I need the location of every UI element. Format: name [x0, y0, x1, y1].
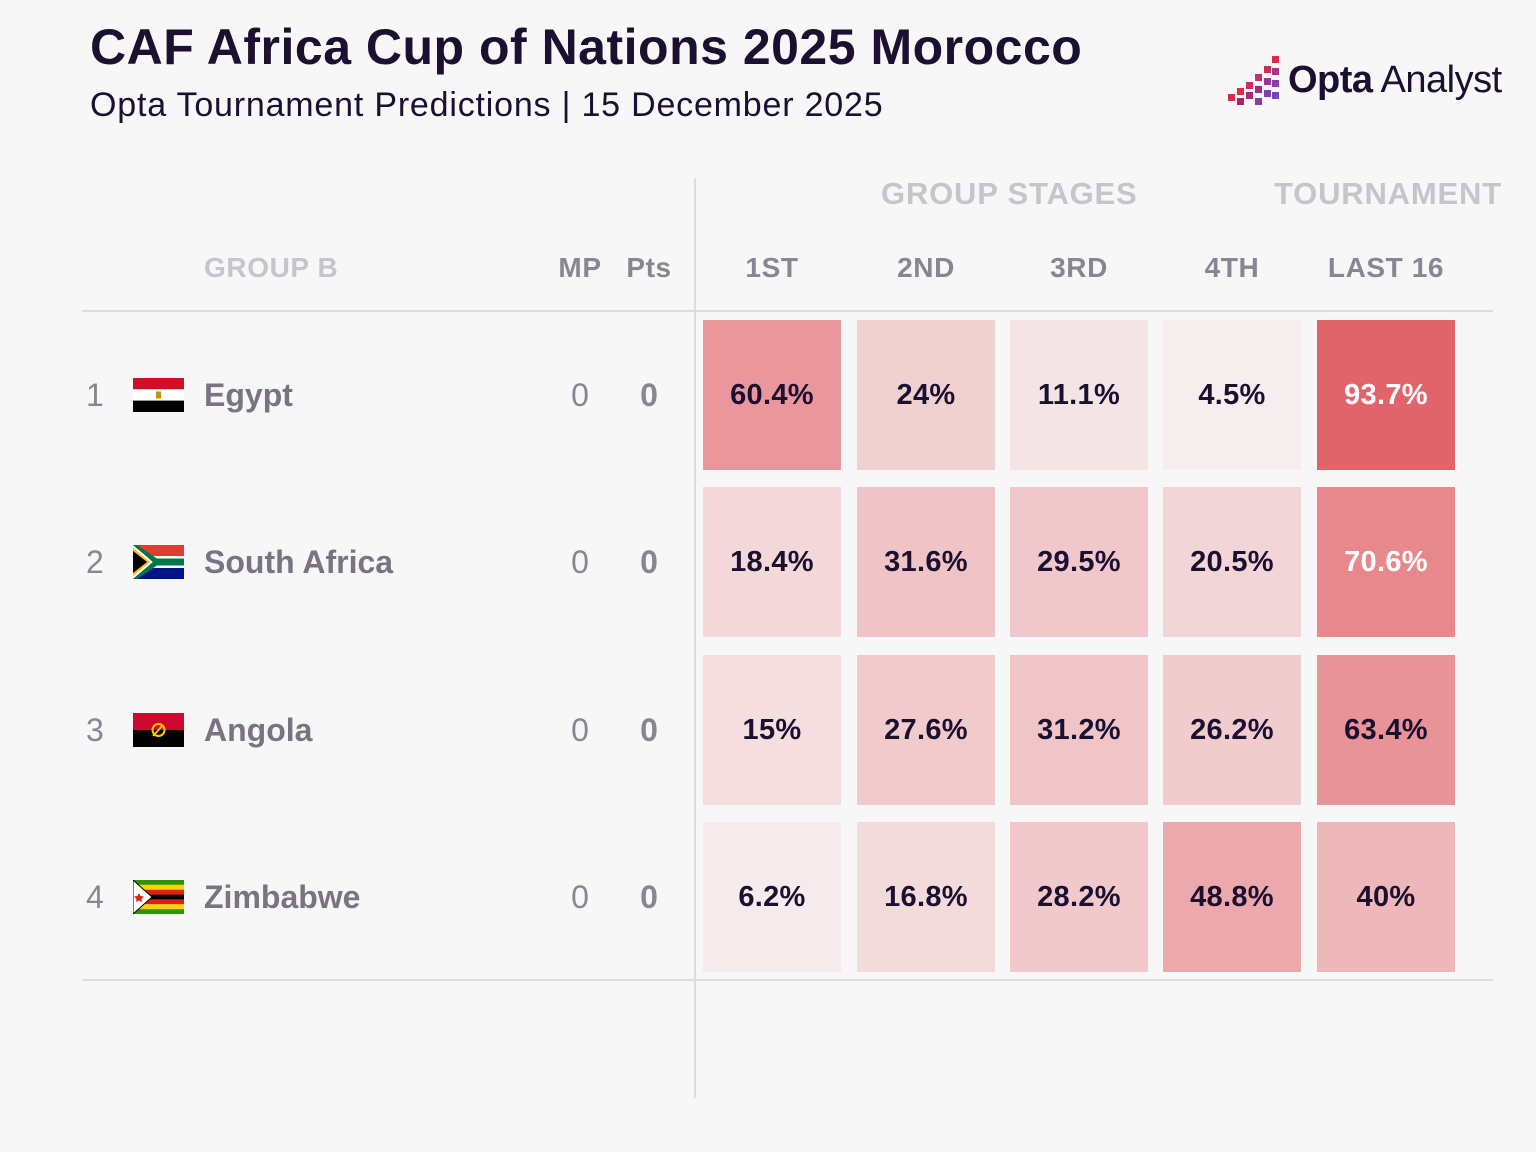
col-head-1st: 1ST — [745, 252, 799, 283]
table-row: 2 South Africa 0 0 18.4% 31.6% 29.5% 20.… — [0, 487, 1536, 637]
header-divider — [82, 310, 1493, 312]
prob-cell: 11.1% — [1010, 320, 1148, 470]
prob-cell: 20.5% — [1163, 487, 1301, 637]
table-row: 3 Angola 0 0 15% 27.6% 31.2% 26.2% 63.4% — [0, 655, 1536, 805]
zimbabwe-flag-icon — [133, 880, 184, 914]
prob-cell: 60.4% — [703, 320, 841, 470]
prob-cell: 24% — [857, 320, 995, 470]
table-row: 1 Egypt 0 0 60.4% 24% 11.1% 4.5% 93.7% — [0, 320, 1536, 470]
points: 0 — [640, 879, 658, 915]
points: 0 — [640, 377, 658, 413]
team-name: Angola — [204, 712, 313, 748]
col-head-last16: LAST 16 — [1327, 252, 1445, 283]
prob-cell: 29.5% — [1010, 487, 1148, 637]
prob-cell: 6.2% — [703, 822, 841, 972]
matches-played: 0 — [571, 712, 589, 748]
rank: 1 — [86, 377, 104, 413]
matches-played: 0 — [571, 544, 589, 580]
prob-cell: 31.6% — [857, 487, 995, 637]
col-head-4th: 4TH — [1204, 252, 1260, 283]
egypt-flag-icon — [133, 378, 184, 412]
prob-cell: 26.2% — [1163, 655, 1301, 805]
col-head-pts: Pts — [626, 252, 672, 283]
logo-product: Analyst — [1380, 58, 1503, 101]
page-title: CAF Africa Cup of Nations 2025 Morocco — [90, 19, 1083, 75]
team-name: South Africa — [204, 544, 394, 580]
matches-played: 0 — [571, 377, 589, 413]
prob-cell: 16.8% — [857, 822, 995, 972]
group-label: GROUP B — [204, 252, 339, 283]
matches-played: 0 — [571, 879, 589, 915]
prob-cell: 27.6% — [857, 655, 995, 805]
col-head-mp: MP — [558, 252, 602, 283]
col-head-2nd: 2ND — [897, 252, 955, 283]
points: 0 — [640, 544, 658, 580]
rank: 4 — [86, 879, 104, 915]
col-head-3rd: 3RD — [1050, 252, 1108, 283]
prob-cell: 18.4% — [703, 487, 841, 637]
angola-flag-icon — [133, 713, 184, 747]
opta-bars-icon — [1228, 56, 1279, 105]
points: 0 — [640, 712, 658, 748]
table-bottom-divider — [82, 979, 1493, 981]
south-africa-flag-icon — [133, 545, 184, 579]
rank: 3 — [86, 712, 104, 748]
prob-cell: 63.4% — [1317, 655, 1455, 805]
logo-brand: Opta — [1288, 58, 1373, 101]
team-name: Zimbabwe — [204, 879, 361, 915]
prob-cell: 31.2% — [1010, 655, 1148, 805]
prob-cell: 4.5% — [1163, 320, 1301, 470]
prob-cell: 48.8% — [1163, 822, 1301, 972]
table-row: 4 Zimbabwe 0 0 6.2% 16.8% 28.2% 48.8% 40… — [0, 822, 1536, 972]
section-group-stages: GROUP STAGES — [881, 176, 1138, 211]
opta-analyst-logo: Opta Analyst — [1228, 52, 1502, 108]
team-name: Egypt — [204, 377, 293, 413]
prob-cell: 93.7% — [1317, 320, 1455, 470]
prob-cell: 15% — [703, 655, 841, 805]
prob-cell: 40% — [1317, 822, 1455, 972]
section-tournament: TOURNAMENT — [1274, 176, 1502, 211]
column-divider — [694, 178, 696, 1098]
page-subtitle: Opta Tournament Predictions | 15 Decembe… — [90, 86, 884, 124]
rank: 2 — [86, 544, 104, 580]
prob-cell: 70.6% — [1317, 487, 1455, 637]
prob-cell: 28.2% — [1010, 822, 1148, 972]
